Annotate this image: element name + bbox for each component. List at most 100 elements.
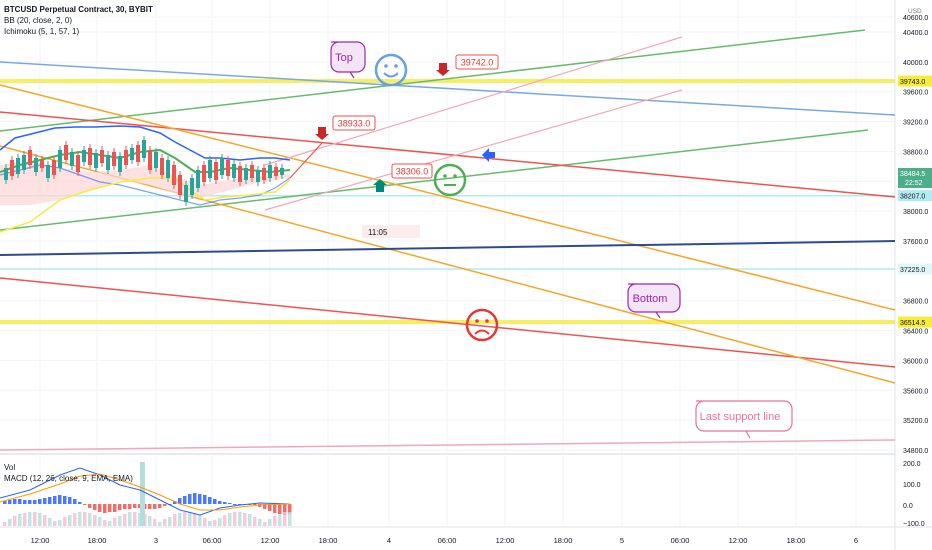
candle-5	[34, 158, 38, 172]
candle-35	[214, 162, 218, 180]
ichimoku-cloud	[0, 160, 290, 205]
legend-vol[interactable]: Vol	[4, 463, 16, 472]
macd-hist-21	[108, 504, 112, 512]
macd-hist-12	[63, 496, 67, 504]
volume-bar-4	[23, 513, 27, 526]
smiley-sad-eye-left	[475, 319, 479, 323]
time-tick-11: 06:00	[671, 536, 690, 545]
legend-indicator-bb[interactable]: BB (20, close, 2, 0)	[4, 16, 73, 25]
smiley-happy-eye-right	[394, 64, 398, 68]
candle-20	[124, 150, 128, 165]
macd-hist-13	[68, 497, 72, 504]
crosshair-time-bg	[362, 225, 420, 238]
volume-bar-6	[33, 512, 37, 526]
volume-bar-1	[8, 519, 12, 526]
volume-bar-40	[203, 518, 207, 526]
macd-hist-2	[13, 499, 17, 504]
candle-41	[250, 165, 254, 178]
macd-hist-43	[218, 501, 222, 504]
volume-spike	[140, 462, 145, 526]
volume-bar-22	[113, 518, 117, 526]
volume-bar-43	[218, 518, 222, 526]
candle-27	[166, 160, 170, 178]
volume-bar-53	[268, 519, 272, 526]
candle-3	[22, 155, 26, 170]
trend-pink-upper	[264, 36, 683, 166]
candle-1	[10, 160, 14, 176]
candle-32	[196, 170, 200, 188]
macd-hist-54	[273, 504, 277, 513]
time-tick-1: 18:00	[88, 536, 107, 545]
candle-22	[136, 145, 140, 162]
candle-31	[190, 178, 194, 195]
time-tick-13: 18:00	[787, 536, 806, 545]
macd-line	[0, 467, 291, 516]
smiley-neutral-eye-right	[453, 174, 457, 178]
macd-hist-26	[133, 504, 137, 508]
callout-38306-box	[391, 163, 433, 179]
volume-bar-34	[173, 514, 177, 526]
candle-9	[58, 150, 62, 168]
time-tick-4: 12:00	[261, 536, 280, 545]
volume-bar-7	[38, 513, 42, 526]
bb-upper	[0, 125, 291, 161]
volume-bar-5	[28, 512, 32, 526]
crosshair-time-label: 11:05	[368, 228, 388, 237]
currency-label: USD	[908, 8, 922, 15]
price-tick-8: 37600.0	[903, 239, 928, 246]
volume-bar-23	[118, 516, 122, 526]
volume-bar-38	[193, 513, 197, 526]
price-tick-4: 39200.0	[903, 120, 928, 127]
trend-red-upper	[0, 111, 896, 198]
volume-bar-0	[3, 522, 7, 526]
price-tick-3: 39600.0	[903, 90, 928, 97]
macd-hist-42	[213, 499, 217, 504]
volume-bar-31	[158, 522, 162, 526]
support-label-text: Last support line	[700, 411, 781, 423]
volume-bar-20	[103, 520, 107, 526]
legend-indicator-ichimoku[interactable]: Ichimoku (5, 1, 57, 1)	[4, 27, 80, 36]
level-tag-36514-text: 36514.5	[900, 320, 925, 327]
price-tick-2: 40000.0	[903, 60, 928, 67]
price-tick-13: 35200.0	[903, 418, 928, 425]
volume-bar-49	[248, 514, 252, 526]
candle-18	[112, 152, 116, 166]
macd-hist-52	[263, 504, 267, 509]
volume-bar-52	[263, 522, 267, 526]
candle-7	[46, 165, 50, 178]
candle-13	[82, 150, 86, 162]
volume-bar-18	[93, 515, 97, 526]
volume-bar-17	[88, 513, 92, 526]
level-tag-37225-bg	[898, 263, 932, 275]
arrow-up-green	[373, 179, 387, 192]
volume-bar-47	[238, 512, 242, 526]
legend-macd[interactable]: MACD (12, 26, close, 9, EMA, EMA)	[4, 474, 133, 483]
lower-axis-tick-3: −100.0	[903, 521, 925, 528]
volume-bar-2	[13, 516, 17, 526]
candle-10	[64, 145, 68, 160]
price-tick-7: 38000.0	[903, 209, 928, 216]
volume-bar-46	[233, 512, 237, 526]
candle-12	[76, 155, 80, 172]
volume-bar-27	[138, 513, 142, 526]
macd-hist-14	[73, 499, 77, 504]
volume-bar-30	[153, 519, 157, 526]
volume-bar-41	[208, 521, 212, 526]
volume-bar-14	[73, 513, 77, 526]
macd-hist-56	[283, 504, 287, 515]
volume-bar-8	[43, 515, 47, 526]
trend-orange-upper	[0, 84, 896, 311]
candle-45	[274, 167, 278, 176]
candle-30	[184, 185, 188, 202]
candle-34	[208, 160, 212, 178]
macd-hist-38	[193, 493, 197, 504]
candle-26	[160, 158, 164, 175]
level-tag-38207-text: 38207.0	[900, 194, 925, 201]
macd-hist-34	[173, 501, 177, 504]
volume-bar-39	[198, 515, 202, 526]
candle-33	[202, 165, 206, 182]
time-tick-6: 4	[387, 536, 391, 545]
macd-hist-0	[3, 501, 7, 504]
macd-hist-44	[223, 502, 227, 504]
macd-hist-32	[163, 504, 167, 506]
